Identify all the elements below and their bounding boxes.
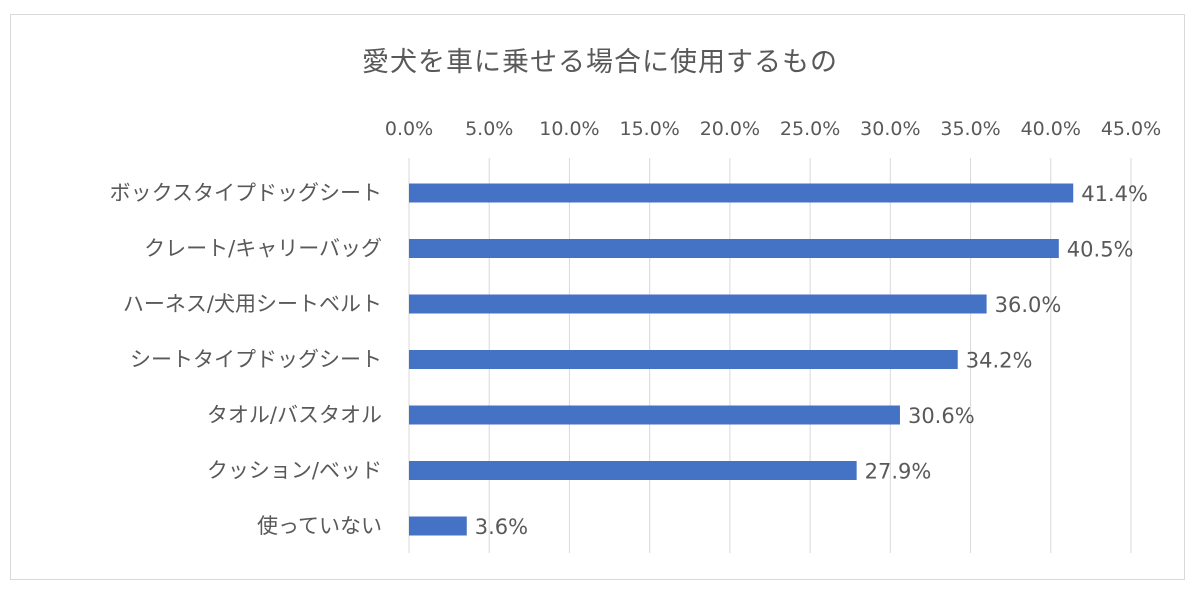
category-label: ボックスタイプドッグシート xyxy=(110,181,382,205)
category-label: クレート/キャリーバッグ xyxy=(144,237,382,261)
data-label: 30.6% xyxy=(908,404,975,428)
x-tick-label: 20.0% xyxy=(700,118,760,140)
bar xyxy=(409,350,958,369)
chart-title: 愛犬を車に乗せる場合に使用するもの xyxy=(362,47,838,78)
data-label: 34.2% xyxy=(966,349,1033,373)
x-tick-label: 35.0% xyxy=(940,118,1000,140)
category-label: シートタイプドッグシート xyxy=(130,348,382,372)
bar xyxy=(409,405,900,425)
x-tick-label: 10.0% xyxy=(539,118,599,140)
data-label: 41.4% xyxy=(1081,182,1148,206)
bar xyxy=(409,516,467,536)
category-label: タオル/バスタオル xyxy=(207,403,382,427)
bar xyxy=(409,294,987,314)
x-tick-label: 0.0% xyxy=(385,118,433,140)
x-tick-label: 30.0% xyxy=(860,118,920,140)
bar xyxy=(409,239,1059,258)
data-label: 40.5% xyxy=(1067,238,1134,262)
bar xyxy=(409,461,857,480)
x-tick-label: 15.0% xyxy=(619,118,679,140)
category-label: 使っていない xyxy=(257,514,382,538)
category-label: クッション/ベッド xyxy=(207,459,382,483)
category-label: ハーネス/犬用シートベルト xyxy=(123,292,382,316)
x-tick-label: 5.0% xyxy=(465,118,513,140)
x-tick-label: 25.0% xyxy=(780,118,840,140)
data-label: 36.0% xyxy=(995,293,1062,317)
x-tick-label: 45.0% xyxy=(1101,118,1161,140)
x-tick-label: 40.0% xyxy=(1021,118,1081,140)
data-label: 3.6% xyxy=(475,515,528,539)
bar xyxy=(409,183,1074,203)
data-label: 27.9% xyxy=(865,460,932,484)
